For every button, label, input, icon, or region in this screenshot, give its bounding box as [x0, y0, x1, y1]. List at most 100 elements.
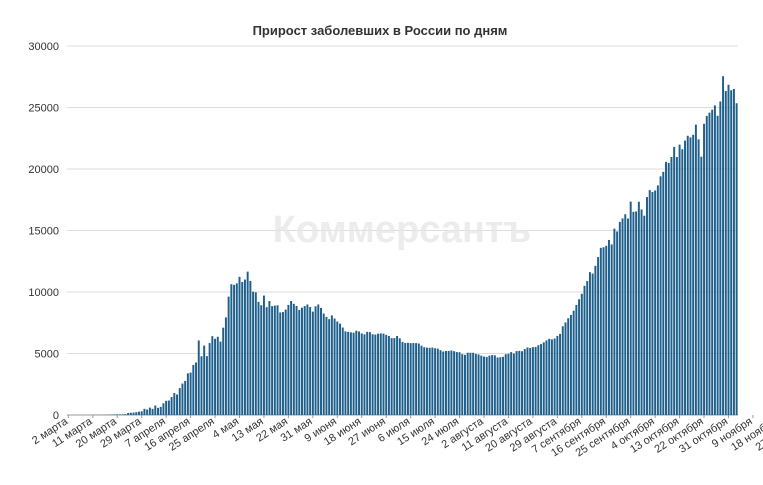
bar: [540, 344, 542, 415]
bar: [124, 414, 126, 415]
bar: [695, 125, 697, 415]
bar: [526, 347, 528, 415]
bar: [200, 356, 202, 415]
bar: [263, 296, 265, 415]
bar: [676, 157, 678, 415]
bar: [608, 240, 610, 415]
bar: [565, 322, 567, 415]
bar: [627, 219, 629, 415]
bar: [641, 209, 643, 415]
bar: [127, 413, 129, 415]
bar: [469, 353, 471, 415]
bar: [377, 334, 379, 415]
bar: [383, 334, 385, 415]
bar: [418, 344, 420, 415]
bar: [431, 348, 433, 415]
bar: [258, 302, 260, 415]
bar: [689, 137, 691, 415]
bar: [146, 410, 148, 415]
bar: [162, 403, 164, 415]
bar: [600, 248, 602, 415]
bar: [214, 339, 216, 415]
bar: [543, 342, 545, 415]
bar: [350, 332, 352, 415]
bar: [239, 277, 241, 415]
bar: [160, 407, 162, 415]
bar: [613, 229, 615, 415]
bar: [537, 345, 539, 415]
bar: [306, 304, 308, 415]
bar: [410, 343, 412, 415]
bar: [499, 357, 501, 415]
bar: [445, 351, 447, 415]
bar: [233, 285, 235, 415]
bar: [298, 310, 300, 415]
bar: [660, 176, 662, 415]
bar: [312, 312, 314, 415]
bar: [323, 314, 325, 415]
bar: [317, 304, 319, 415]
bar: [347, 332, 349, 415]
bar: [461, 354, 463, 415]
bar: [179, 388, 181, 415]
bar: [681, 149, 683, 415]
bar: [719, 102, 721, 415]
bar: [486, 357, 488, 415]
bar: [581, 294, 583, 415]
bar: [450, 351, 452, 415]
bar: [478, 354, 480, 415]
bar: [423, 347, 425, 415]
bar: [366, 332, 368, 415]
bar: [554, 339, 556, 415]
bar: [624, 214, 626, 415]
bar: [592, 274, 594, 415]
bar: [434, 348, 436, 415]
bar: [717, 116, 719, 415]
bar: [192, 365, 194, 415]
bar: [494, 355, 496, 415]
bar: [497, 357, 499, 415]
bar: [483, 357, 485, 415]
bar: [456, 352, 458, 415]
bar: [440, 350, 442, 415]
bar: [407, 343, 409, 415]
y-tick-label: 15000: [28, 226, 59, 238]
bar: [396, 336, 398, 415]
bar: [679, 145, 681, 415]
bar: [510, 352, 512, 415]
bar: [706, 116, 708, 415]
bar: [548, 339, 550, 415]
bar: [535, 347, 537, 415]
y-tick-label: 10000: [28, 287, 59, 299]
bar: [412, 343, 414, 415]
bar: [399, 338, 401, 415]
bar: [589, 272, 591, 415]
bar: [176, 394, 178, 415]
bar: [198, 340, 200, 415]
bar: [255, 292, 257, 415]
bar: [532, 347, 534, 415]
bar: [190, 373, 192, 415]
bar: [244, 280, 246, 415]
bar: [220, 342, 222, 415]
bar: [426, 348, 428, 415]
bar: [570, 315, 572, 415]
bar: [556, 336, 558, 415]
bar: [643, 216, 645, 415]
bar: [149, 408, 151, 415]
bar: [597, 257, 599, 415]
bar: [611, 244, 613, 415]
bar: [372, 334, 374, 415]
bar: [632, 212, 634, 415]
bar: [505, 354, 507, 415]
bar: [168, 401, 170, 415]
bar: [282, 312, 284, 415]
bar: [116, 414, 118, 415]
bar: [619, 222, 621, 415]
bar: [502, 357, 504, 415]
bar: [518, 351, 520, 415]
bar: [728, 85, 730, 415]
bar: [209, 343, 211, 415]
bar: [513, 354, 515, 415]
